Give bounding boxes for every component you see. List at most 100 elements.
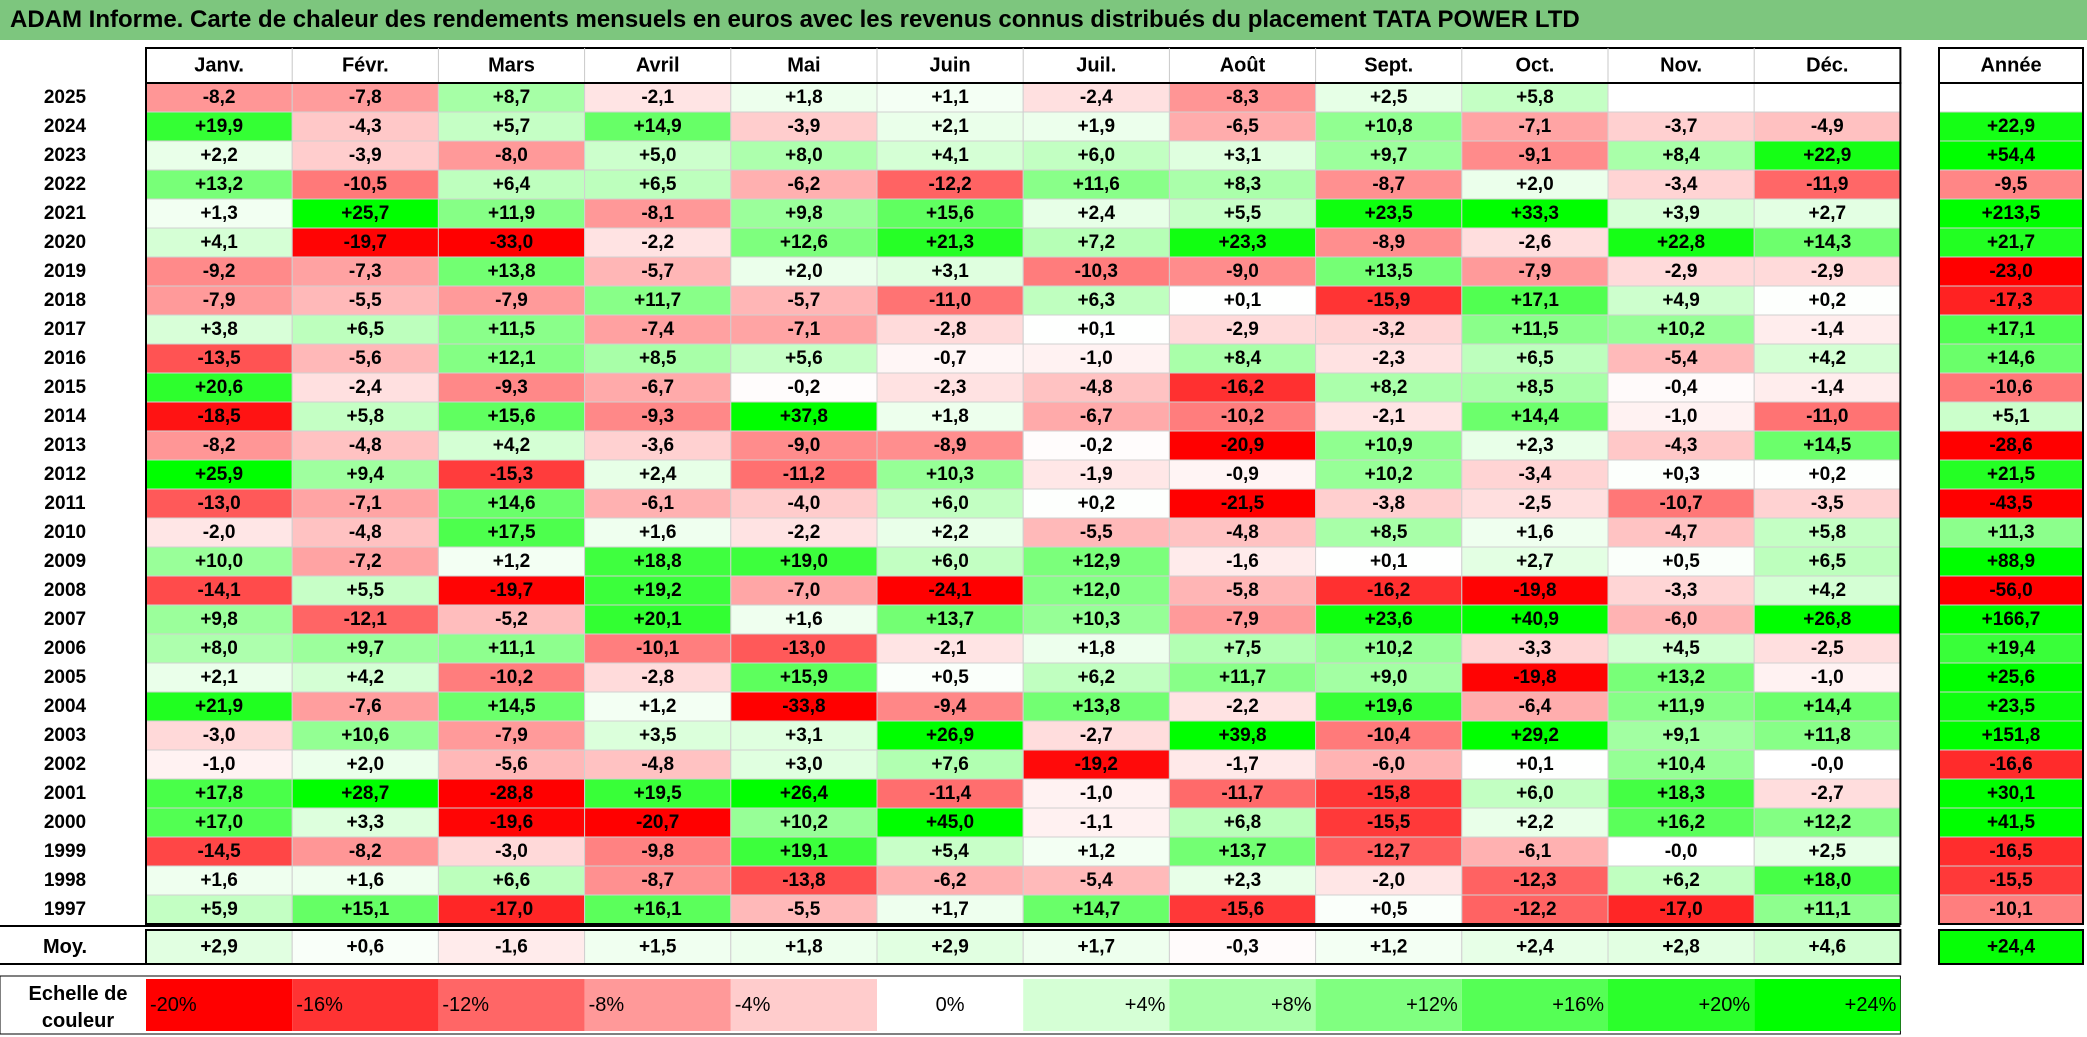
cell-value: -2,4 — [1080, 87, 1113, 108]
cell-value: +10,2 — [780, 812, 828, 833]
heatmap-cell — [1607, 227, 1755, 258]
heatmap-cell — [1753, 140, 1901, 171]
heatmap-cell — [1753, 836, 1901, 867]
heatmap-cell — [584, 633, 732, 664]
cell-value: -6,1 — [1519, 841, 1552, 862]
heatmap-cell — [1315, 778, 1463, 809]
heatmap-row: 2007 +9,8 -12,1 -5,2 +20,1 +1,6 +13,7 +10,3 -7,9… — [44, 604, 2084, 635]
cell-value: +5,7 — [493, 116, 531, 137]
cell-value: +2,1 — [931, 116, 969, 137]
cell-value: -16,2 — [1367, 580, 1410, 601]
cell-value: -2,9 — [1226, 319, 1259, 340]
cell-value: -15,8 — [1367, 783, 1410, 804]
cell-value: +9,7 — [347, 638, 385, 659]
cell-value: +1,6 — [785, 609, 823, 630]
cell-value: +9,1 — [1662, 725, 1700, 746]
heatmap-cell — [730, 604, 878, 635]
cell-value: +3,9 — [1662, 203, 1700, 224]
heatmap-row: 2005 +2,1 +4,2 -10,2 -2,8 +15,9 +0,5 +6,2 +11,7 +… — [44, 662, 2084, 693]
cell-value: -19,7 — [344, 232, 387, 253]
month-header: Août — [1220, 55, 1266, 77]
cell-value: +0,1 — [1516, 754, 1554, 775]
cell-value: -3,2 — [1372, 319, 1405, 340]
annual-value: -10,6 — [1989, 377, 2032, 398]
heatmap-row: 2004 +21,9 -7,6 +14,5 +1,2 -33,8 -9,4 +13,8 -2,2… — [44, 691, 2084, 722]
cell-value: +2,3 — [1224, 870, 1262, 891]
cell-value: -13,8 — [782, 870, 825, 891]
scale-swatch — [1754, 979, 1901, 1031]
cell-value: +14,7 — [1072, 899, 1120, 920]
cell-value: +0,2 — [1809, 290, 1847, 311]
cell-value: +40,9 — [1511, 609, 1559, 630]
cell-value: +8,3 — [1224, 174, 1262, 195]
heatmap-cell — [876, 604, 1024, 635]
annual-value: -23,0 — [1989, 261, 2032, 282]
cell-value: +0,5 — [1370, 899, 1408, 920]
annual-cell — [1938, 865, 2084, 896]
cell-value: +11,9 — [488, 203, 535, 224]
cell-value: +23,3 — [1218, 232, 1266, 253]
cell-value: -19,6 — [490, 812, 533, 833]
heatmap-cell — [584, 662, 732, 693]
cell-value: +1,2 — [1078, 841, 1116, 862]
heatmap-cell — [1461, 778, 1609, 809]
heatmap-cell — [1607, 836, 1755, 867]
average-value: +0,6 — [347, 937, 385, 958]
heatmap-cell — [1315, 836, 1463, 867]
heatmap-cell — [291, 720, 439, 751]
cell-value: -9,0 — [1226, 261, 1259, 282]
cell-value: +4,1 — [931, 145, 969, 166]
heatmap-cell — [1315, 430, 1463, 461]
scale-swatch — [146, 979, 293, 1031]
month-header: Juin — [930, 55, 971, 77]
scale-swatch — [1169, 979, 1316, 1031]
heatmap-cell — [1607, 401, 1755, 432]
cell-value: -19,8 — [1513, 580, 1556, 601]
heatmap-cell — [1461, 865, 1609, 896]
heatmap-cell — [145, 807, 293, 838]
cell-value: +12,1 — [487, 348, 536, 369]
cell-value: +0,3 — [1662, 464, 1700, 485]
cell-value: -5,5 — [1080, 522, 1113, 543]
annual-cell — [1938, 169, 2084, 200]
cell-value: +0,5 — [1662, 551, 1700, 572]
annual-value: -28,6 — [1989, 435, 2032, 456]
heatmap-cell — [876, 372, 1024, 403]
heatmap-cell — [1607, 517, 1755, 548]
cell-value: +0,1 — [1370, 551, 1408, 572]
cell-value: +6,3 — [1078, 290, 1116, 311]
heatmap-cell — [1607, 749, 1755, 780]
scale-swatch — [1608, 979, 1755, 1031]
heatmap-row: 2023 +2,2 -3,9 -8,0 +5,0 +8,0 +4,1 +6,0 +3,1 +9,7… — [44, 140, 2084, 171]
heatmap-cell — [1607, 459, 1755, 490]
scale-label-value: -8% — [589, 994, 625, 1016]
heatmap-cell — [1461, 720, 1609, 751]
cell-value: -7,9 — [1519, 261, 1552, 282]
heatmap-cell — [1461, 575, 1609, 606]
cell-value: -2,7 — [1080, 725, 1113, 746]
heatmap-cell — [437, 198, 586, 229]
cell-value: -5,6 — [495, 754, 528, 775]
heatmap-cell — [145, 314, 293, 345]
heatmap-cell — [584, 198, 732, 229]
heatmap-cell — [437, 169, 586, 200]
scale-label-value: -20% — [150, 994, 197, 1016]
scale-label: Echelle de — [29, 983, 128, 1005]
cell-value: -11,4 — [929, 783, 972, 804]
cell-value: -2,1 — [641, 87, 674, 108]
cell-value: +0,5 — [931, 667, 969, 688]
cell-value: +13,5 — [1365, 261, 1414, 282]
heatmap-cell — [1315, 285, 1463, 316]
heatmap-cell — [437, 372, 586, 403]
cell-value: -8,2 — [203, 87, 236, 108]
cell-value: -4,3 — [1665, 435, 1698, 456]
annual-value: -10,1 — [1989, 899, 2033, 920]
scale-label-value: +12% — [1406, 994, 1458, 1016]
average-value: +2,8 — [1662, 937, 1700, 958]
cell-value: -3,9 — [788, 116, 821, 137]
cell-value: -20,7 — [636, 812, 679, 833]
heatmap-cell — [1315, 807, 1463, 838]
average-cell — [1461, 929, 1609, 965]
heatmap-cell — [1315, 894, 1463, 925]
annual-cell — [1938, 372, 2084, 403]
